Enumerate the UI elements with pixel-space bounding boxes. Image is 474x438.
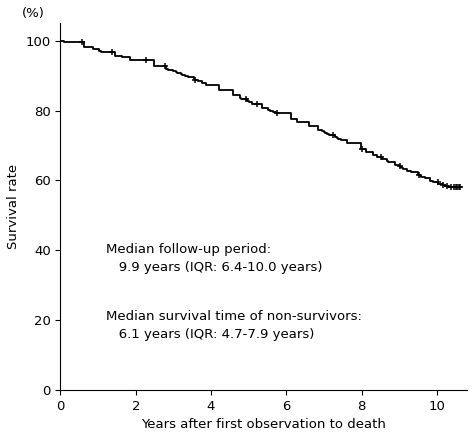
X-axis label: Years after first observation to death: Years after first observation to death [141, 418, 386, 431]
Text: Median survival time of non-survivors:
   6.1 years (IQR: 4.7-7.9 years): Median survival time of non-survivors: 6… [106, 310, 362, 340]
Y-axis label: Survival rate: Survival rate [7, 164, 20, 249]
Text: Median follow-up period:
   9.9 years (IQR: 6.4-10.0 years): Median follow-up period: 9.9 years (IQR:… [106, 243, 322, 274]
Text: (%): (%) [22, 7, 45, 20]
